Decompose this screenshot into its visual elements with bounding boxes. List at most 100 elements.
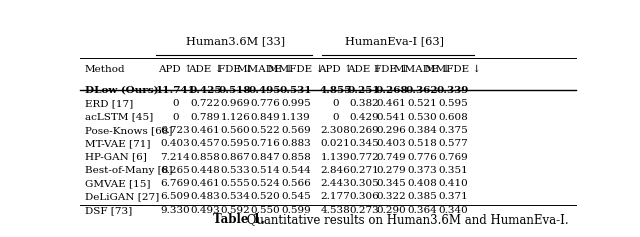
Text: 2.443: 2.443 xyxy=(321,179,350,188)
Text: 0.599: 0.599 xyxy=(281,206,310,215)
Text: 0.457: 0.457 xyxy=(191,139,220,148)
Text: 2.846: 2.846 xyxy=(321,166,350,175)
Text: MMADE ↓: MMADE ↓ xyxy=(394,65,451,74)
Text: 0.340: 0.340 xyxy=(438,206,468,215)
Text: 0.021: 0.021 xyxy=(321,139,350,148)
Text: ADE ↓: ADE ↓ xyxy=(347,65,382,74)
Text: 0.544: 0.544 xyxy=(281,166,310,175)
Text: 0.545: 0.545 xyxy=(281,192,310,201)
Text: DSF [73]: DSF [73] xyxy=(85,206,132,215)
Text: 0.448: 0.448 xyxy=(191,166,220,175)
Text: 0.534: 0.534 xyxy=(220,192,250,201)
Text: 1.139: 1.139 xyxy=(281,113,310,122)
Text: 0.375: 0.375 xyxy=(438,126,468,135)
Text: Human3.6M [33]: Human3.6M [33] xyxy=(186,37,285,47)
Text: DeLiGAN [27]: DeLiGAN [27] xyxy=(85,192,159,201)
Text: MT-VAE [71]: MT-VAE [71] xyxy=(85,139,150,148)
Text: 0.339: 0.339 xyxy=(437,86,469,95)
Text: FDE ↓: FDE ↓ xyxy=(374,65,409,74)
Text: MMADE ↓: MMADE ↓ xyxy=(237,65,293,74)
Text: 0.533: 0.533 xyxy=(220,166,250,175)
Text: 0.550: 0.550 xyxy=(250,206,280,215)
Text: 0.531: 0.531 xyxy=(280,86,312,95)
Text: 0.858: 0.858 xyxy=(281,153,310,162)
Text: 0.410: 0.410 xyxy=(438,179,468,188)
Text: 0.305: 0.305 xyxy=(349,179,379,188)
Text: 0.716: 0.716 xyxy=(250,139,280,148)
Text: Table 1.: Table 1. xyxy=(213,213,265,226)
Text: 0.425: 0.425 xyxy=(189,86,221,95)
Text: 0.345: 0.345 xyxy=(349,139,379,148)
Text: MMFDE ↓: MMFDE ↓ xyxy=(268,65,324,74)
Text: 11.741: 11.741 xyxy=(156,86,195,95)
Text: 0.776: 0.776 xyxy=(250,99,280,108)
Text: 0.269: 0.269 xyxy=(349,126,379,135)
Text: DLow (Ours): DLow (Ours) xyxy=(85,86,159,95)
Text: 0.279: 0.279 xyxy=(376,166,406,175)
Text: 0.403: 0.403 xyxy=(376,139,406,148)
Text: 0.595: 0.595 xyxy=(220,139,250,148)
Text: 4.538: 4.538 xyxy=(321,206,350,215)
Text: 0.722: 0.722 xyxy=(191,99,220,108)
Text: 0.592: 0.592 xyxy=(220,206,250,215)
Text: 6.509: 6.509 xyxy=(161,192,190,201)
Text: 1.139: 1.139 xyxy=(321,153,350,162)
Text: 0.995: 0.995 xyxy=(281,99,310,108)
Text: 0.493: 0.493 xyxy=(191,206,220,215)
Text: 0.566: 0.566 xyxy=(281,179,310,188)
Text: 0.306: 0.306 xyxy=(349,192,379,201)
Text: FDE ↓: FDE ↓ xyxy=(218,65,253,74)
Text: 0.514: 0.514 xyxy=(250,166,280,175)
Text: 0: 0 xyxy=(172,99,179,108)
Text: 0.362: 0.362 xyxy=(406,86,438,95)
Text: 0.772: 0.772 xyxy=(349,153,379,162)
Text: 0.789: 0.789 xyxy=(191,113,220,122)
Text: 0.403: 0.403 xyxy=(161,139,190,148)
Text: 0.271: 0.271 xyxy=(349,166,379,175)
Text: 0.322: 0.322 xyxy=(376,192,406,201)
Text: 0.483: 0.483 xyxy=(191,192,220,201)
Text: 2.308: 2.308 xyxy=(321,126,350,135)
Text: 0.364: 0.364 xyxy=(408,206,437,215)
Text: Pose-Knows [68]: Pose-Knows [68] xyxy=(85,126,172,135)
Text: 2.177: 2.177 xyxy=(321,192,350,201)
Text: ADE ↓: ADE ↓ xyxy=(188,65,223,74)
Text: 0.595: 0.595 xyxy=(438,99,468,108)
Text: 0.290: 0.290 xyxy=(376,206,406,215)
Text: 0.541: 0.541 xyxy=(376,113,406,122)
Text: 0.373: 0.373 xyxy=(408,166,437,175)
Text: 0.849: 0.849 xyxy=(250,113,280,122)
Text: 0.530: 0.530 xyxy=(408,113,437,122)
Text: 0.847: 0.847 xyxy=(250,153,280,162)
Text: 6.769: 6.769 xyxy=(161,179,190,188)
Text: 0.749: 0.749 xyxy=(376,153,406,162)
Text: 0.273: 0.273 xyxy=(349,206,379,215)
Text: 0.560: 0.560 xyxy=(220,126,250,135)
Text: 6.265: 6.265 xyxy=(161,166,190,175)
Text: MMFDE ↓: MMFDE ↓ xyxy=(425,65,481,74)
Text: 6.723: 6.723 xyxy=(161,126,190,135)
Text: 0.776: 0.776 xyxy=(408,153,437,162)
Text: GMVAE [15]: GMVAE [15] xyxy=(85,179,150,188)
Text: 0.408: 0.408 xyxy=(408,179,437,188)
Text: Quantitative results on Human3.6M and HumanEva-I.: Quantitative results on Human3.6M and Hu… xyxy=(243,213,568,226)
Text: 0: 0 xyxy=(332,113,339,122)
Text: 0.461: 0.461 xyxy=(191,126,220,135)
Text: 0: 0 xyxy=(332,99,339,108)
Text: 0.577: 0.577 xyxy=(438,139,468,148)
Text: Best-of-Many [8]: Best-of-Many [8] xyxy=(85,166,172,175)
Text: 0.555: 0.555 xyxy=(220,179,250,188)
Text: 0.569: 0.569 xyxy=(281,126,310,135)
Text: APD ↑: APD ↑ xyxy=(158,65,193,74)
Text: 0.251: 0.251 xyxy=(348,86,381,95)
Text: Method: Method xyxy=(85,65,125,74)
Text: 0.296: 0.296 xyxy=(376,126,406,135)
Text: acLSTM [45]: acLSTM [45] xyxy=(85,113,153,122)
Text: 0.518: 0.518 xyxy=(408,139,437,148)
Text: 4.855: 4.855 xyxy=(319,86,351,95)
Text: 0.522: 0.522 xyxy=(250,126,280,135)
Text: 0.858: 0.858 xyxy=(191,153,220,162)
Text: 0.608: 0.608 xyxy=(438,113,468,122)
Text: 9.330: 9.330 xyxy=(161,206,190,215)
Text: 0.461: 0.461 xyxy=(191,179,220,188)
